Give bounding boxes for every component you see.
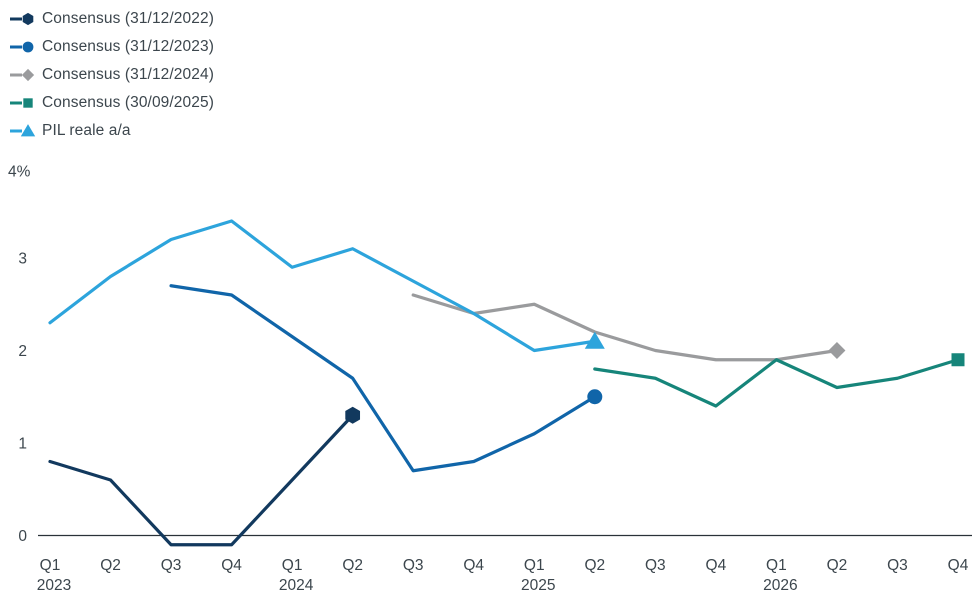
hexagon-marker-icon (345, 406, 361, 424)
x-tick-label: Q2 (827, 557, 848, 574)
x-tick-label: Q1 (40, 557, 61, 574)
y-axis-labels: 0 1 2 3 4% (8, 164, 31, 546)
triangle-icon (20, 124, 36, 137)
series-pil-reale-a-a (48, 219, 605, 353)
y-tick-label: 0 (18, 528, 27, 545)
diamond-legend-icon (10, 68, 35, 82)
circle-icon (22, 41, 34, 53)
hexagon-icon (22, 12, 34, 26)
x-tick-label: Q3 (403, 557, 424, 574)
series-consensus-30-09-2025 (593, 353, 965, 408)
legend-item-pil-reale-a-a: PIL reale a/a (10, 121, 214, 141)
x-tick-label: Q4 (463, 557, 484, 574)
legend-label: Consensus (31/12/2023) (42, 38, 214, 55)
y-tick-label: 3 (18, 251, 27, 268)
y-tick-label: 1 (18, 436, 27, 453)
square-marker-icon (951, 353, 965, 367)
x-tick-label: Q2 (342, 557, 363, 574)
series-consensus-31-12-2023 (169, 284, 603, 473)
x-tick-label: Q3 (887, 557, 908, 574)
x-tick-label: Q4 (948, 557, 969, 574)
x-year-label: 2024 (279, 577, 314, 594)
series-line-consensus-31-12-2024 (411, 293, 839, 362)
diamond-marker-icon (828, 342, 846, 359)
x-tick-label: Q2 (584, 557, 605, 574)
x-tick-label: Q1 (524, 557, 545, 574)
square-icon (23, 98, 33, 108)
diamond-icon (21, 68, 35, 82)
series-line-pil-reale-a-a (48, 219, 597, 353)
legend-item-consensus-30-09-2025: Consensus (30/09/2025) (10, 93, 214, 113)
legend-label: Consensus (31/12/2024) (42, 66, 214, 83)
y-axis-top-label: 4% (8, 164, 31, 181)
series-line-consensus-30-09-2025 (593, 358, 960, 408)
x-tick-label: Q3 (161, 557, 182, 574)
x-tick-label: Q1 (766, 557, 787, 574)
series-line-consensus-31-12-2023 (169, 284, 597, 473)
legend-label: Consensus (30/09/2025) (42, 94, 214, 111)
hexagon-legend-icon (10, 12, 34, 26)
legend-label: PIL reale a/a (42, 122, 131, 139)
legend-label: Consensus (31/12/2022) (42, 10, 214, 27)
legend: Consensus (31/12/2022) Consensus (31/12/2… (10, 9, 214, 141)
legend-item-consensus-31-12-2023: Consensus (31/12/2023) (10, 37, 214, 57)
x-tick-label: Q4 (706, 557, 727, 574)
y-tick-label: 2 (18, 343, 27, 360)
circle-marker-icon (587, 389, 603, 405)
x-tick-label: Q4 (221, 557, 242, 574)
x-tick-label: Q3 (645, 557, 666, 574)
legend-item-consensus-31-12-2024: Consensus (31/12/2024) (10, 65, 214, 85)
x-tick-label: Q1 (282, 557, 303, 574)
x-year-label: 2023 (37, 577, 71, 594)
series-consensus-31-12-2024 (411, 293, 846, 362)
series-line-consensus-31-12-2022 (48, 413, 355, 547)
series-consensus-31-12-2022 (48, 406, 361, 547)
circle-legend-icon (10, 41, 34, 53)
x-year-label: 2025 (521, 577, 555, 594)
x-tick-label: Q2 (100, 557, 121, 574)
triangle-legend-icon (10, 124, 36, 137)
x-year-label: 2026 (763, 577, 797, 594)
square-legend-icon (10, 98, 33, 108)
x-axis-labels: Q1 2023 Q2 Q3 Q4 Q1 2024 Q2 Q3 Q4 Q1 2025 Q2 Q3 Q4 Q1 20… (37, 557, 969, 594)
triangle-marker-icon (584, 331, 605, 349)
legend-item-consensus-31-12-2022: Consensus (31/12/2022) (10, 9, 214, 29)
